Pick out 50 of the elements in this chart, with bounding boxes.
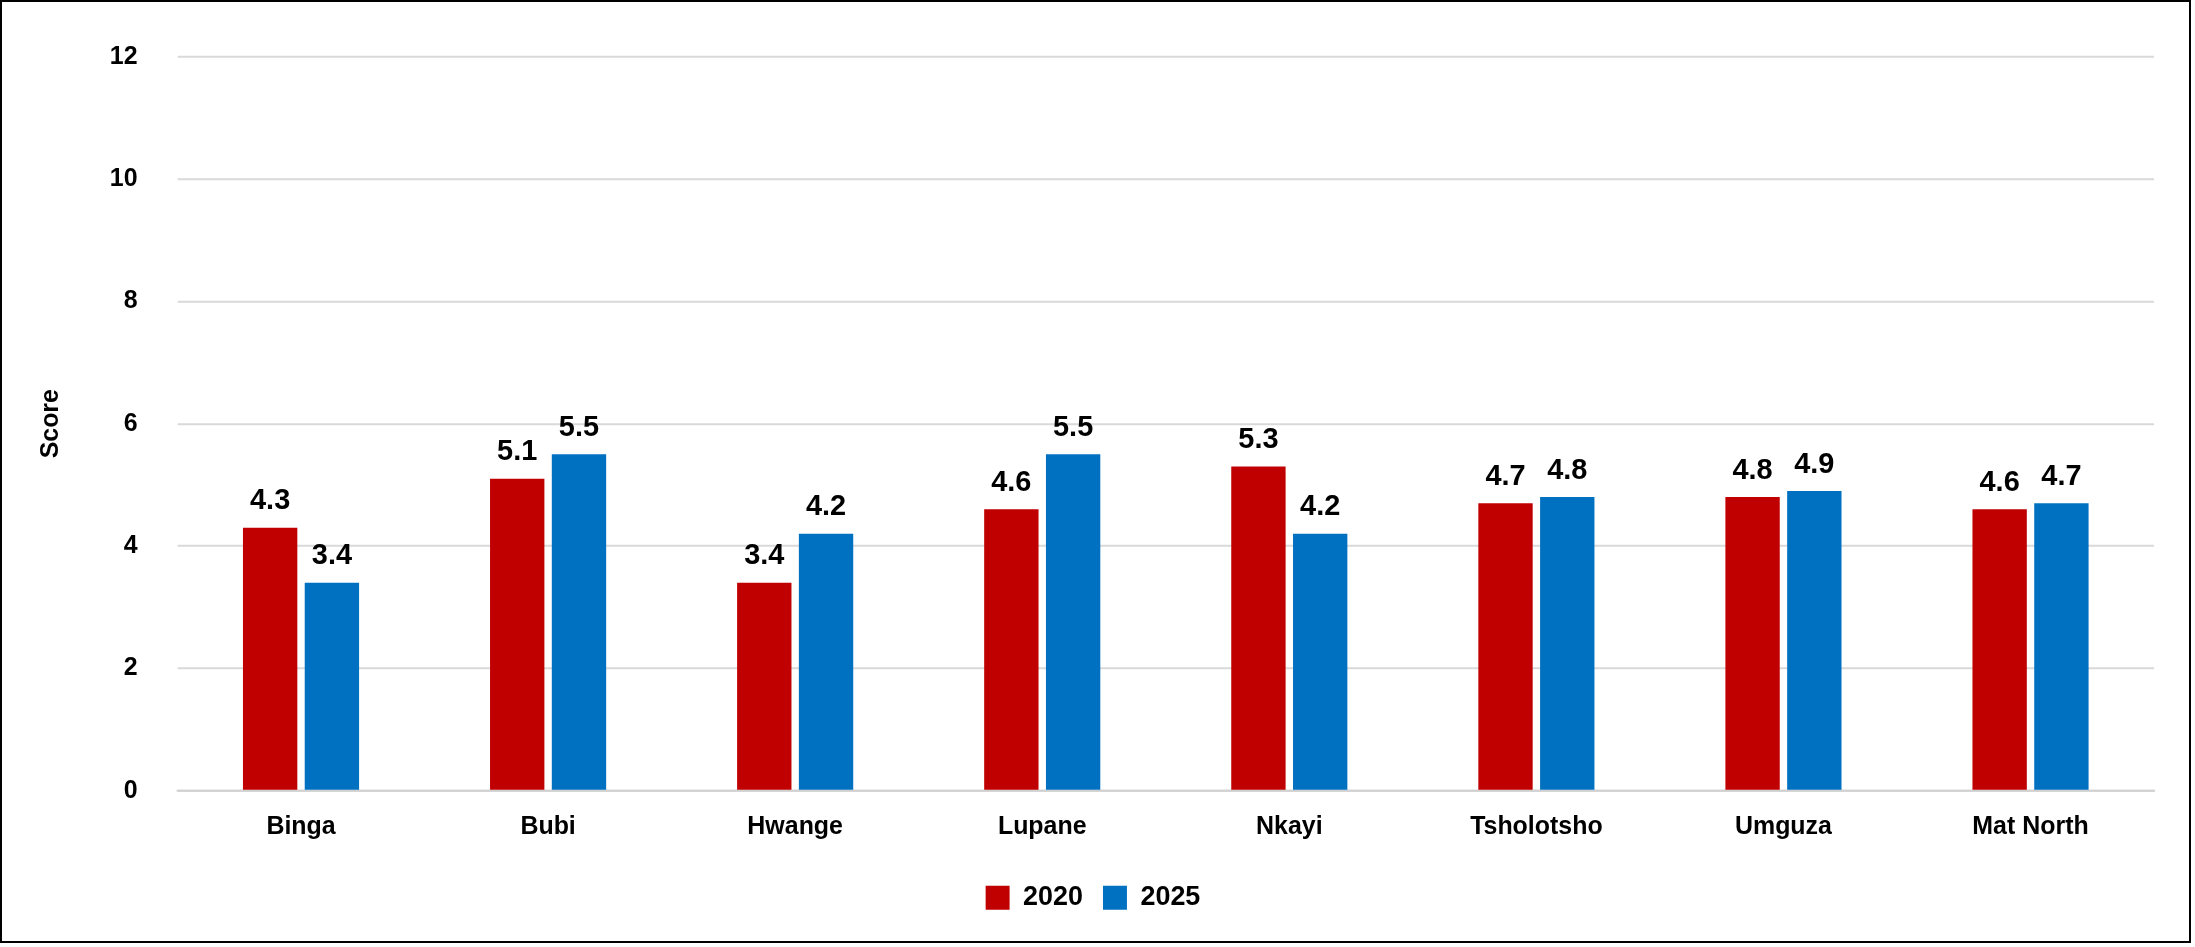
bar: [1293, 533, 1348, 790]
data-label: 5.1: [497, 434, 538, 467]
data-label: 4.2: [1300, 489, 1341, 522]
legend-label: 2020: [1023, 881, 1083, 912]
y-tick-label: 0: [123, 774, 138, 803]
x-tick-label: Bubi: [520, 811, 576, 840]
bar: [1045, 454, 1101, 790]
bar: [984, 509, 1039, 790]
data-label: 4.7: [2041, 458, 2082, 491]
bar: [242, 527, 298, 790]
data-label: 5.5: [558, 409, 600, 442]
data-label: 3.4: [744, 538, 785, 571]
data-label: 3.4: [311, 538, 353, 571]
bar: [798, 533, 854, 790]
bar: [1540, 497, 1595, 790]
y-tick-label: 12: [109, 40, 138, 69]
data-label: 5.5: [1053, 409, 1094, 442]
y-tick-label: 8: [123, 285, 138, 314]
bar: [1972, 509, 2027, 790]
bar: [2034, 503, 2089, 790]
bar: [551, 454, 607, 790]
bar: [737, 582, 792, 790]
data-label: 4.6: [1979, 464, 2020, 497]
data-label: 4.8: [1732, 452, 1773, 485]
data-label: 4.3: [250, 483, 291, 516]
data-label: 4.6: [991, 464, 1032, 497]
y-tick-label: 2: [123, 652, 138, 681]
y-tick-label: 6: [123, 407, 138, 436]
x-tick-label: Umguza: [1734, 811, 1834, 840]
bar: [1478, 503, 1533, 790]
data-label: 4.7: [1485, 458, 1526, 491]
bar: [490, 478, 545, 790]
data-label: 4.8: [1547, 452, 1588, 485]
x-tick-label: Tsholotsho: [1470, 811, 1603, 840]
x-tick-label: Lupane: [997, 811, 1087, 840]
data-label: 4.2: [805, 489, 847, 522]
bar: [1231, 466, 1286, 790]
x-tick-label: Nkayi: [1256, 811, 1323, 840]
x-tick-label: Mat North: [1972, 811, 2089, 840]
y-tick-label: 10: [109, 162, 138, 191]
x-tick-label: Hwange: [747, 811, 843, 840]
data-label: 5.3: [1238, 422, 1279, 455]
bar: [304, 582, 360, 790]
x-tick-label: Binga: [266, 811, 337, 840]
legend-label: 2025: [1140, 881, 1201, 912]
bar: [1725, 497, 1780, 790]
y-tick-label: 4: [123, 529, 138, 558]
y-axis-title: Score: [34, 389, 63, 459]
bar: [1787, 490, 1842, 790]
data-label: 4.9: [1794, 446, 1835, 479]
